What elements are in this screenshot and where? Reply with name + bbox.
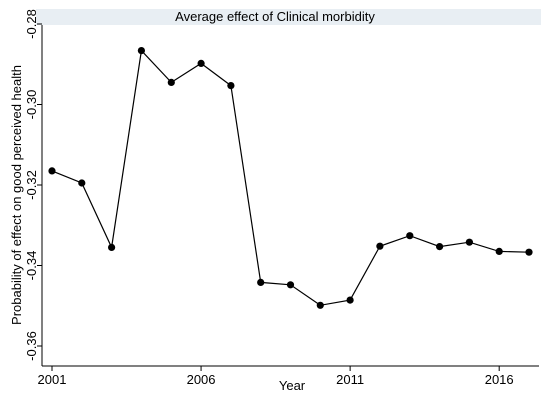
data-point (316, 301, 324, 309)
y-tick-label: -0.36 (24, 331, 39, 361)
x-axis-label: Year (279, 378, 306, 393)
data-point (495, 247, 503, 255)
data-point (346, 296, 354, 304)
data-point (197, 59, 205, 67)
data-point (78, 179, 86, 187)
y-tick-label: -0.34 (24, 251, 39, 281)
data-point (525, 248, 533, 256)
x-tick-label: 2011 (336, 372, 364, 387)
data-point (227, 82, 235, 90)
data-point (436, 243, 444, 251)
data-point (406, 232, 414, 240)
data-point (167, 78, 175, 86)
title-band (36, 9, 541, 25)
x-tick-label: 2006 (187, 372, 216, 387)
data-point (48, 167, 56, 175)
y-axis-label: Probability of effect on good perceived … (9, 65, 24, 325)
y-tick-label: -0.30 (24, 90, 39, 120)
chart-title: Average effect of Clinical morbidity (175, 9, 375, 24)
data-point (376, 242, 384, 250)
data-point (137, 47, 145, 55)
y-tick-label: -0.28 (24, 9, 39, 39)
data-point (257, 278, 265, 286)
data-point (108, 243, 116, 251)
x-tick-label: 2001 (38, 372, 67, 387)
x-tick-label: 2016 (485, 372, 514, 387)
data-point (286, 281, 295, 289)
y-tick-label: -0.32 (24, 170, 39, 200)
data-point (465, 238, 473, 246)
